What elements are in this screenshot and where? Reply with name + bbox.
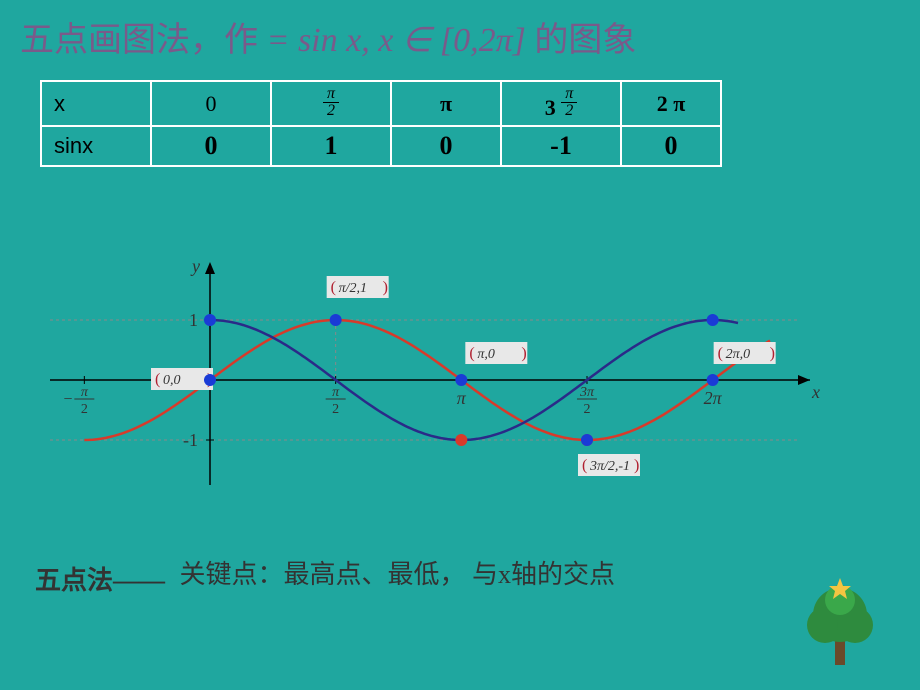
title-post: 的图象 (534, 22, 636, 59)
svg-text:): ) (521, 345, 526, 362)
svg-text:2: 2 (583, 402, 590, 417)
svg-text:2: 2 (332, 402, 339, 417)
svg-text:(: ( (331, 279, 336, 296)
svg-text:π/2,1: π/2,1 (339, 281, 367, 296)
sin-val-0: 0 (151, 126, 271, 166)
svg-text:): ) (383, 279, 388, 296)
sine-chart: yx1-1−π2π2π3π22π(0,0)(π/2,1)(π,0)(3π/2,-… (30, 250, 830, 510)
svg-text:): ) (770, 345, 775, 362)
bottom-caption: 五点法—— 关键点：最高点、最低， 与x轴的交点 (35, 560, 607, 597)
svg-text:1: 1 (189, 310, 198, 330)
svg-text:0,0: 0,0 (163, 373, 181, 388)
x-label: x (41, 81, 151, 126)
bottom-rest: 关键点：最高点、最低， 与x轴的交点 (180, 560, 616, 589)
svg-text:(: ( (718, 345, 723, 362)
svg-text:-1: -1 (183, 430, 198, 450)
svg-text:π,0: π,0 (477, 347, 495, 362)
svg-text:3π: 3π (579, 385, 595, 400)
sin-val-2: 0 (391, 126, 501, 166)
svg-text:2π,0: 2π,0 (726, 347, 751, 362)
svg-text:2π: 2π (704, 388, 723, 408)
sin-label: sinx (41, 126, 151, 166)
x-val-3: 3 π2 (501, 81, 621, 126)
values-table: x 0 π2 π 3 π2 2 π sinx 0 1 0 -1 0 (40, 80, 722, 167)
x-val-0: 0 (151, 81, 271, 126)
title-pre: 五点画图法，作 (20, 22, 258, 59)
x-val-1: π2 (271, 81, 391, 126)
svg-text:π: π (81, 385, 89, 400)
slide-title: 五点画图法，作 = sin x, x ∈ [0,2π] 的图象 (20, 12, 636, 61)
svg-text:π: π (332, 385, 340, 400)
x-val-2: π (391, 81, 501, 126)
sin-val-4: 0 (621, 126, 721, 166)
svg-text:x: x (811, 382, 820, 402)
table-row-sin: sinx 0 1 0 -1 0 (41, 126, 721, 166)
x-val-4: 2 π (621, 81, 721, 126)
sin-val-3: -1 (501, 126, 621, 166)
svg-text:π: π (457, 388, 467, 408)
svg-text:(: ( (582, 457, 587, 474)
bottom-lead: 五点法—— (35, 566, 165, 595)
svg-text:y: y (190, 256, 200, 276)
svg-text:2: 2 (81, 402, 88, 417)
sin-val-1: 1 (271, 126, 391, 166)
tree-icon (790, 570, 890, 670)
svg-text:(: ( (469, 345, 474, 362)
table-row-x: x 0 π2 π 3 π2 2 π (41, 81, 721, 126)
title-eq: = sin x, x ∈ [0,2π] (267, 22, 526, 59)
svg-text:−: − (62, 391, 73, 408)
svg-text:(: ( (155, 371, 160, 388)
svg-text:): ) (634, 457, 639, 474)
svg-text:3π/2,-1: 3π/2,-1 (589, 459, 630, 474)
